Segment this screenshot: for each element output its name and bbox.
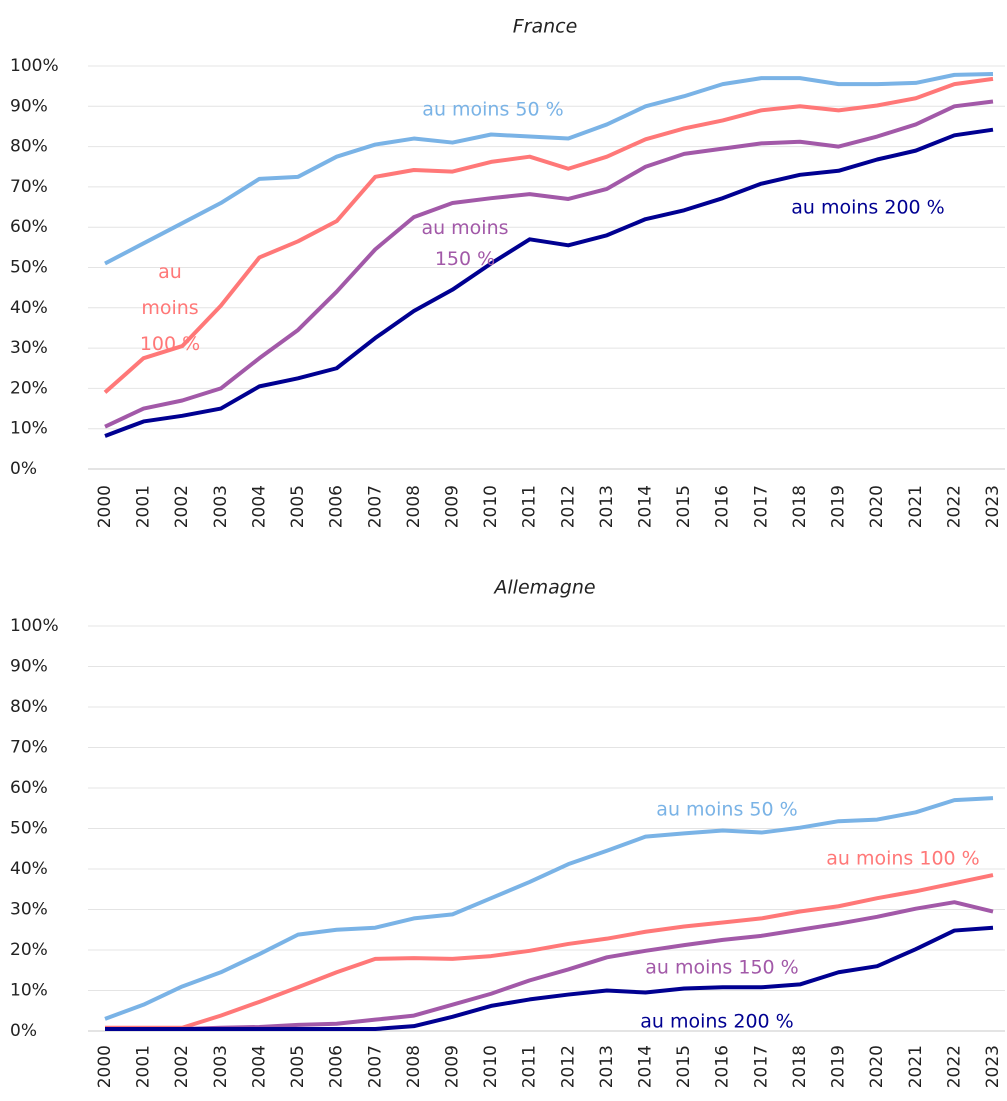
- series-line: [103, 76, 994, 394]
- series-label: au moins 150 %: [421, 217, 508, 270]
- y-tick-label: 0%: [10, 1021, 37, 1041]
- y-tick-label: 30%: [10, 338, 48, 358]
- x-tick-label: 2010: [481, 1045, 501, 1088]
- y-tick-label: 70%: [10, 738, 48, 758]
- series-label-line: au moins: [421, 217, 508, 239]
- y-tick-label: 100%: [10, 56, 59, 76]
- series-label: au moins 150 %: [645, 957, 798, 979]
- x-tick-label: 2005: [288, 485, 308, 528]
- y-tick-label: 40%: [10, 859, 48, 879]
- x-tick-label: 2010: [481, 485, 501, 528]
- x-tick-label: 2016: [713, 1045, 733, 1088]
- x-tick-label: 2008: [404, 485, 424, 528]
- y-tick-label: 20%: [10, 940, 48, 960]
- x-tick-label: 2023: [983, 485, 1003, 528]
- x-tick-label: 2018: [790, 485, 810, 528]
- series-line: [104, 72, 994, 266]
- x-tick-label: 2000: [95, 1045, 115, 1088]
- x-tick-label: 2013: [597, 1045, 617, 1088]
- x-tick-label: 2023: [983, 1045, 1003, 1088]
- y-tick-label: 90%: [10, 96, 48, 116]
- x-tick-label: 2006: [327, 1045, 347, 1088]
- x-tick-label: 2001: [134, 485, 154, 528]
- series-label: au moins 200 %: [791, 197, 944, 219]
- x-tick-label: 2022: [944, 1045, 964, 1088]
- series-label: au moins 50 %: [422, 99, 563, 121]
- series-label-line: au: [158, 261, 182, 283]
- series-line: [105, 873, 994, 1030]
- x-tick-label: 2000: [95, 485, 115, 528]
- x-tick-label: 2003: [211, 1045, 231, 1088]
- series-line: [104, 99, 994, 429]
- x-tick-label: 2011: [520, 1045, 540, 1088]
- x-tick-label: 2002: [172, 1045, 192, 1088]
- y-tick-label: 40%: [10, 298, 48, 318]
- series-line: [105, 925, 994, 1031]
- x-tick-label: 2012: [558, 1045, 578, 1088]
- series-line: [104, 127, 994, 438]
- x-tick-label: 2017: [751, 1045, 771, 1088]
- series-label-line: 150 %: [435, 248, 495, 270]
- x-tick-label: 2014: [636, 485, 656, 528]
- x-tick-label: 2007: [365, 1045, 385, 1088]
- y-tick-label: 90%: [10, 657, 48, 677]
- y-tick-label: 60%: [10, 217, 48, 237]
- series-label: au moins 100 %: [826, 848, 979, 870]
- chart-title: Allemagne: [492, 577, 595, 599]
- x-tick-label: 2018: [790, 1045, 810, 1088]
- series-label: au moins 200 %: [640, 1011, 793, 1033]
- series-label: au moins 50 %: [656, 799, 797, 821]
- x-tick-label: 2015: [674, 1045, 694, 1088]
- x-tick-label: 2020: [867, 485, 887, 528]
- x-tick-label: 2009: [442, 485, 462, 528]
- x-tick-label: 2002: [172, 485, 192, 528]
- series-label-line: moins: [141, 297, 198, 319]
- series-line: [104, 796, 994, 1021]
- x-tick-label: 2004: [249, 485, 269, 528]
- x-tick-label: 2019: [829, 485, 849, 528]
- y-tick-label: 30%: [10, 900, 48, 920]
- series-label-line: 100 %: [140, 333, 200, 355]
- y-tick-label: 0%: [10, 459, 37, 479]
- y-tick-label: 50%: [10, 258, 48, 278]
- x-tick-label: 2020: [867, 1045, 887, 1088]
- y-tick-label: 50%: [10, 819, 48, 839]
- y-tick-label: 70%: [10, 177, 48, 197]
- y-tick-label: 80%: [10, 137, 48, 157]
- x-tick-label: 2012: [558, 485, 578, 528]
- x-tick-label: 2015: [674, 485, 694, 528]
- y-tick-label: 10%: [10, 981, 48, 1001]
- x-tick-label: 2007: [365, 485, 385, 528]
- x-tick-label: 2004: [249, 1045, 269, 1088]
- x-tick-label: 2021: [906, 485, 926, 528]
- x-tick-label: 2001: [134, 1045, 154, 1088]
- x-tick-label: 2008: [404, 1045, 424, 1088]
- x-tick-label: 2021: [906, 1045, 926, 1088]
- series-label: au moins 100 %: [140, 261, 200, 355]
- x-tick-label: 2022: [944, 485, 964, 528]
- x-tick-label: 2014: [636, 1045, 656, 1088]
- y-tick-label: 60%: [10, 778, 48, 798]
- y-tick-label: 80%: [10, 697, 48, 717]
- chart-title: France: [513, 16, 578, 38]
- x-tick-label: 2003: [211, 485, 231, 528]
- x-tick-label: 2011: [520, 485, 540, 528]
- x-tick-label: 2005: [288, 1045, 308, 1088]
- x-tick-label: 2016: [713, 485, 733, 528]
- x-tick-label: 2006: [327, 485, 347, 528]
- x-tick-label: 2009: [442, 1045, 462, 1088]
- y-tick-label: 10%: [10, 419, 48, 439]
- x-tick-label: 2019: [829, 1045, 849, 1088]
- x-tick-label: 2013: [597, 485, 617, 528]
- y-tick-label: 100%: [10, 616, 59, 636]
- y-tick-label: 20%: [10, 378, 48, 398]
- x-tick-label: 2017: [751, 485, 771, 528]
